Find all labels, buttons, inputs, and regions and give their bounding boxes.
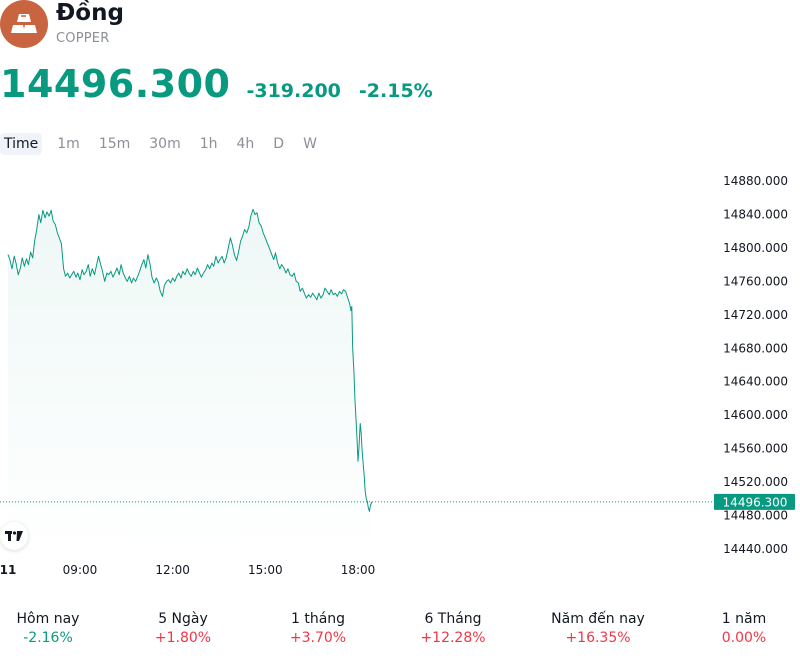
perf-value: -2.16%: [23, 630, 73, 646]
interval-w[interactable]: W: [303, 136, 317, 152]
perf-value: +1.80%: [154, 630, 212, 646]
perf-label: 1 tháng: [290, 611, 346, 627]
interval-1m[interactable]: 1m: [57, 136, 80, 152]
interval-30m[interactable]: 30m: [149, 136, 181, 152]
y-tick-label: 14800.000: [723, 241, 788, 255]
price-chart[interactable]: 14496.300 14880.000 14840.000 14800.000 1476…: [0, 166, 800, 586]
x-tick-label: 15:00: [248, 563, 283, 577]
asset-header: Đồng COPPER: [0, 0, 400, 50]
last-price: 14496.300: [0, 62, 231, 106]
asset-ticker: COPPER: [56, 31, 110, 46]
interval-1h[interactable]: 1h: [199, 136, 218, 152]
asset-name: Đồng: [56, 0, 124, 26]
perf-label: 5 Ngày: [158, 611, 208, 627]
interval-time[interactable]: Time: [0, 133, 43, 155]
y-tick-label: 14880.000: [723, 174, 788, 188]
performance-row: Hôm nay -2.16% 5 Ngày +1.80% 1 tháng +3.…: [0, 610, 800, 650]
y-tick-label: 14440.000: [723, 542, 788, 556]
y-tick-label: 14680.000: [723, 341, 788, 355]
y-tick-label: 14640.000: [723, 375, 788, 389]
perf-today[interactable]: Hôm nay -2.16%: [0, 610, 118, 647]
y-tick-label: 14720.000: [723, 308, 788, 322]
quote-row: 14496.300 -319.200 -2.15%: [0, 62, 433, 110]
y-tick-label: 14480.000: [723, 509, 788, 523]
perf-5-days[interactable]: 5 Ngày +1.80%: [113, 610, 253, 647]
price-line: [7, 208, 373, 512]
perf-1-year[interactable]: 1 năm 0.00%: [674, 610, 800, 647]
perf-value: +3.70%: [289, 630, 347, 646]
perf-value: +12.28%: [420, 630, 486, 646]
perf-value: 0.00%: [721, 630, 767, 646]
last-price-tag: [714, 493, 795, 510]
y-tick-label: 14760.000: [723, 274, 788, 288]
perf-ytd[interactable]: Năm đến nay +16.35%: [528, 610, 668, 647]
x-tick-label: 12:00: [155, 563, 190, 577]
interval-selector: Time 1m 15m 30m 1h 4h D W: [0, 132, 332, 156]
price-area: [8, 209, 372, 556]
perf-label: 1 năm: [721, 611, 767, 627]
perf-1-month[interactable]: 1 tháng +3.70%: [248, 610, 388, 647]
x-tick-label: 11: [0, 563, 16, 577]
price-change: -319.200: [246, 80, 341, 102]
y-tick-label: 14520.000: [723, 475, 788, 489]
perf-label: Năm đến nay: [551, 611, 645, 627]
perf-6-months[interactable]: 6 Tháng +12.28%: [383, 610, 523, 647]
interval-4h[interactable]: 4h: [236, 136, 255, 152]
chart-svg[interactable]: 14496.300 14880.000 14840.000 14800.000 1476…: [0, 166, 800, 586]
gold-bars-icon: [0, 0, 48, 48]
interval-15m[interactable]: 15m: [98, 136, 131, 152]
perf-label: Hôm nay: [16, 611, 80, 627]
last-price-label: 14496.300: [723, 495, 788, 509]
interval-d[interactable]: D: [273, 136, 285, 152]
tradingview-logo-icon[interactable]: [0, 522, 28, 550]
perf-value: +16.35%: [565, 630, 631, 646]
x-tick-label: 09:00: [63, 563, 98, 577]
y-tick-label: 14840.000: [723, 207, 788, 221]
y-tick-label: 14560.000: [723, 442, 788, 456]
price-change-percent: -2.15%: [358, 80, 433, 102]
perf-label: 6 Tháng: [424, 611, 482, 627]
y-tick-label: 14600.000: [723, 408, 788, 422]
x-tick-label: 18:00: [341, 563, 376, 577]
